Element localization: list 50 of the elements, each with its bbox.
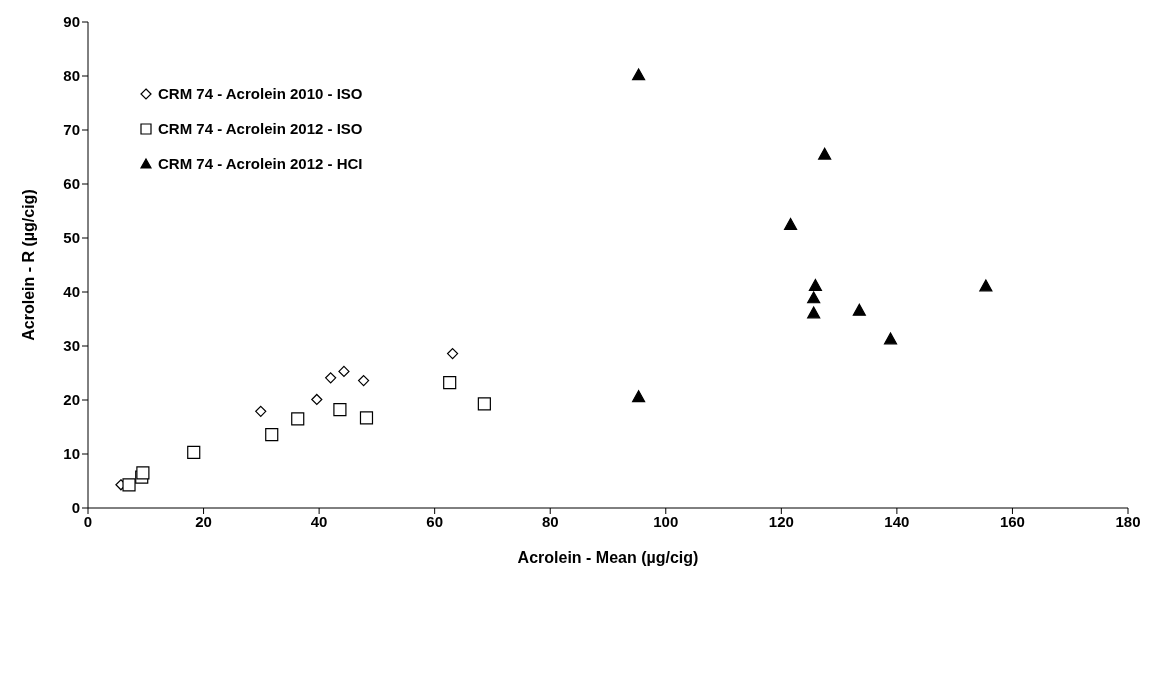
point <box>187 445 201 459</box>
x-tick-label: 180 <box>1115 512 1141 530</box>
point <box>255 405 267 417</box>
point <box>632 390 646 403</box>
point <box>807 291 821 304</box>
y-tick-label: 60 <box>63 175 80 193</box>
y-tick-label: 10 <box>63 445 80 463</box>
x-tick-label: 80 <box>541 512 559 530</box>
point <box>783 217 798 230</box>
legend-label: CRM 74 - Acrolein 2012 - ISO <box>158 120 363 137</box>
y-tick-label: 20 <box>63 391 80 409</box>
y-tick-label: 80 <box>63 67 80 85</box>
x-tick-label: 40 <box>310 512 328 530</box>
point <box>852 303 866 316</box>
point <box>807 306 821 319</box>
point <box>883 332 898 345</box>
legend-label: CRM 74 - Acrolein 2012 - HCI <box>158 155 363 172</box>
x-tick-label: 20 <box>195 512 212 530</box>
point <box>808 278 823 291</box>
x-tick-label: 160 <box>999 512 1025 530</box>
point <box>122 478 136 492</box>
point <box>632 68 646 81</box>
legend-label: CRM 74 - Acrolein 2010 - ISO <box>158 85 363 102</box>
point <box>979 279 993 292</box>
point <box>325 372 337 384</box>
x-tick-label: 60 <box>426 512 444 530</box>
y-tick-label: 50 <box>63 229 80 247</box>
point <box>477 397 491 411</box>
point <box>311 393 323 406</box>
y-tick-label: 30 <box>63 337 80 355</box>
point <box>333 403 347 417</box>
point <box>443 376 457 390</box>
x-axis-title: Acrolein - Mean (µg/cig) <box>517 549 699 566</box>
point <box>358 374 370 387</box>
x-tick-label: 120 <box>768 512 794 530</box>
point <box>359 411 374 425</box>
y-tick-label: 0 <box>71 499 80 517</box>
point <box>291 412 305 426</box>
y-tick-label: 70 <box>63 121 80 139</box>
point <box>136 466 150 480</box>
y-axis-title: Acrolein - R (µg/cig) <box>19 189 37 341</box>
x-tick-label: 100 <box>653 512 679 530</box>
y-tick-label: 40 <box>63 283 80 301</box>
y-tick-label: 90 <box>63 13 80 31</box>
x-tick-label: 0 <box>83 512 93 530</box>
point <box>265 427 279 442</box>
point <box>446 347 459 360</box>
point <box>338 365 350 377</box>
point <box>818 147 832 160</box>
x-tick-label: 140 <box>884 512 910 530</box>
